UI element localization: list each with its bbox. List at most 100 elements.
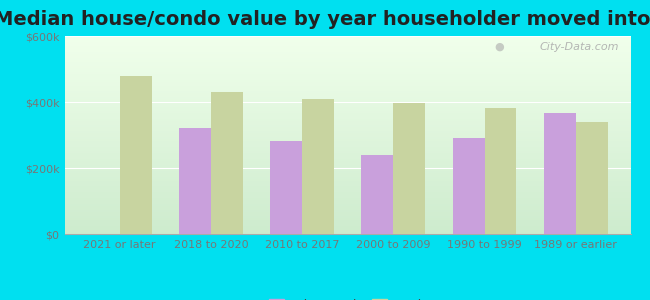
Bar [65, 141, 630, 143]
Bar [65, 107, 630, 109]
Bar [65, 169, 630, 171]
Bar [65, 133, 630, 135]
Bar [65, 58, 630, 60]
Bar [65, 139, 630, 141]
Bar [65, 50, 630, 52]
Bar [65, 218, 630, 220]
Bar [65, 159, 630, 161]
Bar [65, 184, 630, 187]
Bar [65, 85, 630, 88]
Bar [65, 175, 630, 177]
Bar [65, 204, 630, 206]
Bar [65, 44, 630, 46]
Bar [65, 121, 630, 123]
Bar [65, 181, 630, 182]
Bar [65, 127, 630, 129]
Bar [65, 105, 630, 107]
Bar [65, 155, 630, 157]
Bar [65, 48, 630, 50]
Bar [65, 187, 630, 188]
Bar [65, 123, 630, 125]
Bar [65, 196, 630, 198]
Bar [65, 202, 630, 204]
Bar [65, 115, 630, 117]
Bar [65, 131, 630, 133]
Bar [65, 68, 630, 70]
Bar [65, 83, 630, 85]
Bar [65, 64, 630, 66]
Bar [65, 92, 630, 93]
Bar [65, 172, 630, 175]
Bar [65, 226, 630, 228]
Bar [211, 92, 243, 234]
Bar [65, 74, 630, 76]
Bar [65, 214, 630, 216]
Legend: Glenwood, Utah: Glenwood, Utah [265, 294, 431, 300]
Bar [65, 135, 630, 137]
Bar [452, 138, 484, 234]
Bar [179, 128, 211, 234]
Bar [393, 103, 425, 234]
Bar [65, 177, 630, 178]
Bar [65, 157, 630, 159]
Bar [65, 99, 630, 101]
Bar [65, 40, 630, 42]
Bar [65, 137, 630, 139]
Bar [65, 228, 630, 230]
Bar [65, 46, 630, 48]
Bar [65, 78, 630, 80]
Bar [302, 99, 334, 234]
Bar [65, 95, 630, 98]
Text: City-Data.com: City-Data.com [540, 42, 619, 52]
Bar [65, 220, 630, 222]
Bar [65, 82, 630, 83]
Bar [65, 171, 630, 172]
Bar [65, 56, 630, 58]
Bar [65, 230, 630, 232]
Bar [65, 190, 630, 192]
Bar [65, 192, 630, 194]
Bar [65, 103, 630, 105]
Bar [120, 76, 151, 234]
Bar [65, 52, 630, 54]
Bar [65, 143, 630, 145]
Bar [65, 149, 630, 151]
Bar [65, 42, 630, 44]
Bar [65, 224, 630, 226]
Text: ●: ● [495, 42, 504, 52]
Bar [65, 113, 630, 115]
Bar [65, 62, 630, 64]
Bar [65, 178, 630, 181]
Bar [65, 153, 630, 155]
Bar [65, 76, 630, 78]
Bar [65, 60, 630, 62]
Bar [65, 151, 630, 153]
Bar [65, 165, 630, 167]
Bar [65, 208, 630, 210]
Bar [65, 188, 630, 190]
Bar [65, 101, 630, 103]
Bar [361, 155, 393, 234]
Bar [65, 206, 630, 208]
Bar [65, 232, 630, 234]
Bar [65, 198, 630, 200]
Title: Median house/condo value by year householder moved into unit: Median house/condo value by year househo… [0, 10, 650, 29]
Bar [484, 108, 517, 234]
Bar [65, 167, 630, 169]
Bar [576, 122, 608, 234]
Bar [270, 141, 302, 234]
Bar [65, 70, 630, 72]
Bar [65, 200, 630, 202]
Bar [65, 38, 630, 40]
Bar [65, 212, 630, 214]
Bar [65, 145, 630, 147]
Bar [65, 72, 630, 74]
Bar [65, 210, 630, 212]
Bar [65, 80, 630, 82]
Bar [65, 182, 630, 184]
Bar [544, 112, 576, 234]
Bar [65, 117, 630, 119]
Bar [65, 119, 630, 121]
Bar [65, 222, 630, 224]
Bar [65, 216, 630, 218]
